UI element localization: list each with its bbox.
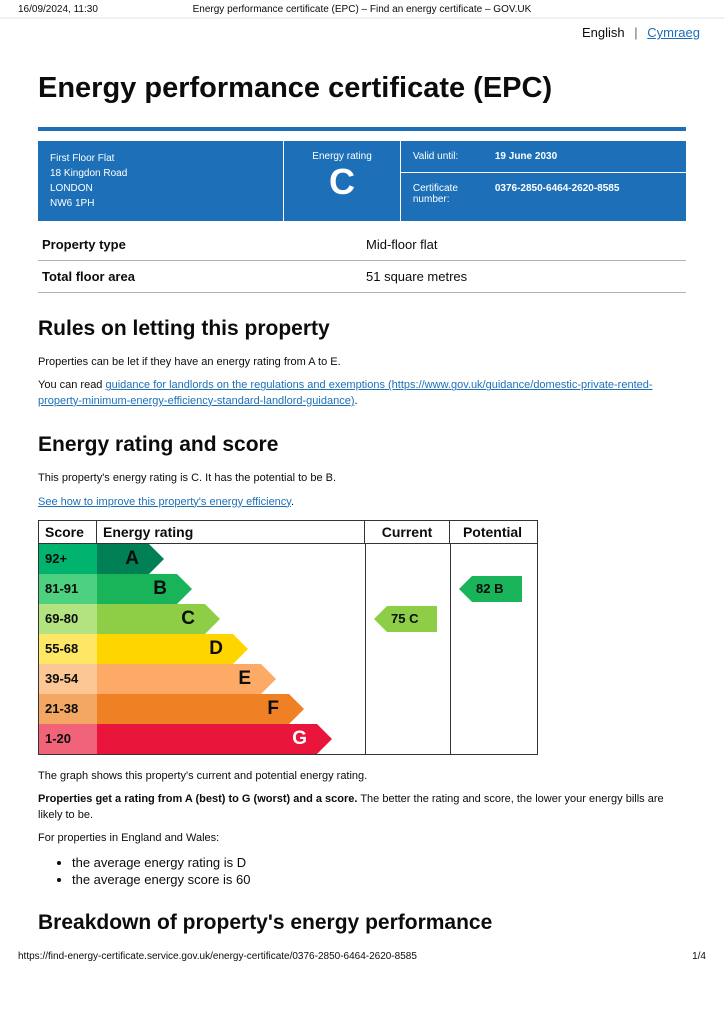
- address-line: 18 Kingdon Road: [50, 168, 127, 179]
- epc-chart: Score Energy rating Current Potential 92…: [38, 520, 538, 755]
- band-row-E: 39-54E: [39, 664, 537, 694]
- avg-bullets: the average energy rating is D the avera…: [72, 855, 686, 887]
- chart-body: 92+A81-91B69-80C55-68D39-54E21-38F1-20G 7…: [39, 544, 537, 754]
- band-row-A: 92+A: [39, 544, 537, 574]
- address-line: NW6 1PH: [50, 198, 94, 209]
- print-doc-title: Energy performance certificate (EPC) – F…: [98, 4, 626, 15]
- current-marker: 75 C: [387, 606, 437, 632]
- lang-english: English: [582, 25, 625, 40]
- band-row-G: 1-20G: [39, 724, 537, 754]
- lang-separator: |: [634, 25, 637, 40]
- band-score: 81-91: [39, 574, 97, 604]
- valid-until-row: Valid until: 19 June 2030: [401, 141, 686, 173]
- language-switcher: English | Cymraeg: [0, 17, 724, 44]
- print-datetime: 16/09/2024, 11:30: [18, 4, 98, 15]
- print-page-indicator: 1/4: [692, 951, 706, 962]
- summary-address: First Floor Flat 18 Kingdon Road LONDON …: [38, 141, 284, 221]
- chart-caption: The graph shows this property's current …: [38, 769, 686, 784]
- page-title: Energy performance certificate (EPC): [38, 72, 686, 105]
- rating-explain: Properties get a rating from A (best) to…: [38, 792, 686, 823]
- band-bar: F: [97, 694, 289, 724]
- lang-cymraeg-link[interactable]: Cymraeg: [647, 25, 700, 40]
- rating-explain-bold: Properties get a rating from A (best) to…: [38, 793, 357, 805]
- address-line: LONDON: [50, 183, 93, 194]
- title-rule: [38, 127, 686, 131]
- address-line: First Floor Flat: [50, 153, 114, 164]
- improve-efficiency-link[interactable]: See how to improve this property's energ…: [38, 496, 291, 508]
- print-footer: https://find-energy-certificate.service.…: [0, 949, 724, 968]
- band-score: 92+: [39, 544, 97, 574]
- header-score: Score: [39, 521, 97, 543]
- band-score: 1-20: [39, 724, 97, 754]
- summary-kv: Valid until: 19 June 2030 Certificate nu…: [401, 141, 686, 221]
- band-row-D: 55-68D: [39, 634, 537, 664]
- band-bar: E: [97, 664, 261, 694]
- details-table: Property type Mid-floor flat Total floor…: [38, 229, 686, 293]
- band-score: 21-38: [39, 694, 97, 724]
- rating-heading: Energy rating and score: [38, 433, 686, 457]
- floor-area-label: Total floor area: [38, 261, 362, 293]
- band-bar: A: [97, 544, 149, 574]
- cert-number-row: Certificate number: 0376-2850-6464-2620-…: [401, 173, 686, 215]
- bullet-avg-score: the average energy score is 60: [72, 872, 686, 887]
- potential-marker: 82 B: [472, 576, 522, 602]
- valid-until-label: Valid until:: [413, 151, 495, 162]
- property-type-label: Property type: [38, 229, 362, 261]
- table-row: Property type Mid-floor flat: [38, 229, 686, 261]
- band-bar: B: [97, 574, 177, 604]
- chart-divider: [365, 544, 366, 754]
- eng-wales-intro: For properties in England and Wales:: [38, 831, 686, 846]
- summary-rating: Energy rating C: [284, 141, 401, 221]
- rules-p2-suffix: .: [355, 395, 358, 407]
- rules-p2: You can read guidance for landlords on t…: [38, 378, 686, 409]
- band-bar: G: [97, 724, 317, 754]
- rules-p2-prefix: You can read: [38, 379, 105, 391]
- band-score: 55-68: [39, 634, 97, 664]
- print-url: https://find-energy-certificate.service.…: [18, 951, 417, 962]
- rating-letter: C: [329, 161, 355, 202]
- band-row-F: 21-38F: [39, 694, 537, 724]
- band-row-C: 69-80C: [39, 604, 537, 634]
- table-row: Total floor area 51 square metres: [38, 261, 686, 293]
- header-current: Current: [365, 521, 450, 543]
- landlord-guidance-link[interactable]: guidance for landlords on the regulation…: [38, 379, 653, 406]
- cert-number-value: 0376-2850-6464-2620-8585: [495, 183, 620, 205]
- bullet-avg-rating: the average energy rating is D: [72, 855, 686, 870]
- chart-header: Score Energy rating Current Potential: [39, 521, 537, 544]
- band-score: 39-54: [39, 664, 97, 694]
- rating-p1: This property's energy rating is C. It h…: [38, 471, 686, 486]
- header-potential: Potential: [450, 521, 535, 543]
- valid-until-value: 19 June 2030: [495, 151, 557, 162]
- band-bar: C: [97, 604, 205, 634]
- breakdown-heading: Breakdown of property's energy performan…: [38, 911, 686, 935]
- floor-area-value: 51 square metres: [362, 261, 686, 293]
- print-header: 16/09/2024, 11:30 Energy performance cer…: [0, 0, 724, 17]
- property-type-value: Mid-floor flat: [362, 229, 686, 261]
- chart-divider: [450, 544, 451, 754]
- cert-number-label: Certificate number:: [413, 183, 495, 205]
- band-bar: D: [97, 634, 233, 664]
- band-score: 69-80: [39, 604, 97, 634]
- rules-p1: Properties can be let if they have an en…: [38, 355, 686, 370]
- summary-box: First Floor Flat 18 Kingdon Road LONDON …: [38, 141, 686, 221]
- header-rating: Energy rating: [97, 521, 365, 543]
- rules-heading: Rules on letting this property: [38, 317, 686, 341]
